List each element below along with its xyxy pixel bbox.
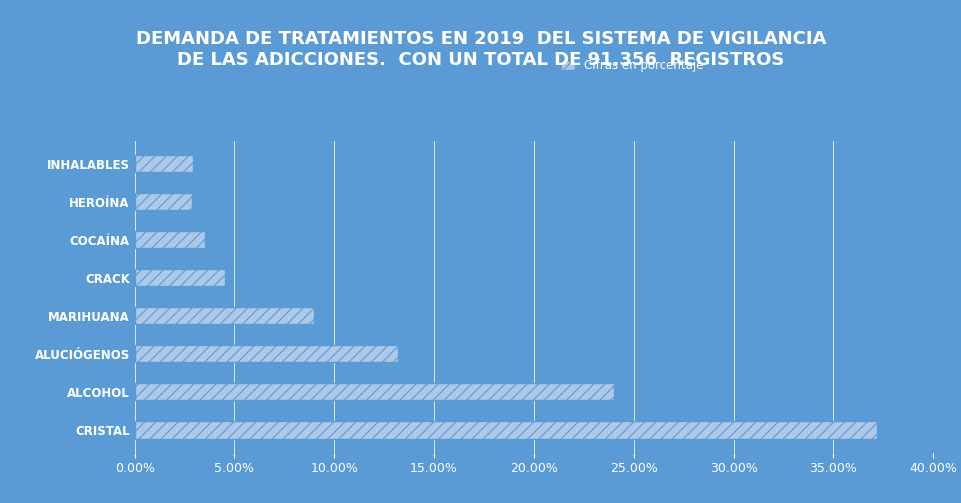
Bar: [135, 231, 205, 248]
Bar: [135, 345, 398, 363]
Bar: [135, 155, 192, 172]
Bar: [135, 422, 876, 439]
Text: DEMANDA DE TRATAMIENTOS EN 2019  DEL SISTEMA DE VIGILANCIA
DE LAS ADICCIONES.  C: DEMANDA DE TRATAMIENTOS EN 2019 DEL SIST…: [136, 30, 825, 69]
Legend: Cifras en porcentaje: Cifras en porcentaje: [560, 59, 702, 72]
Bar: [135, 269, 224, 286]
Bar: [135, 307, 314, 324]
Bar: [135, 383, 613, 400]
Bar: [135, 193, 191, 210]
